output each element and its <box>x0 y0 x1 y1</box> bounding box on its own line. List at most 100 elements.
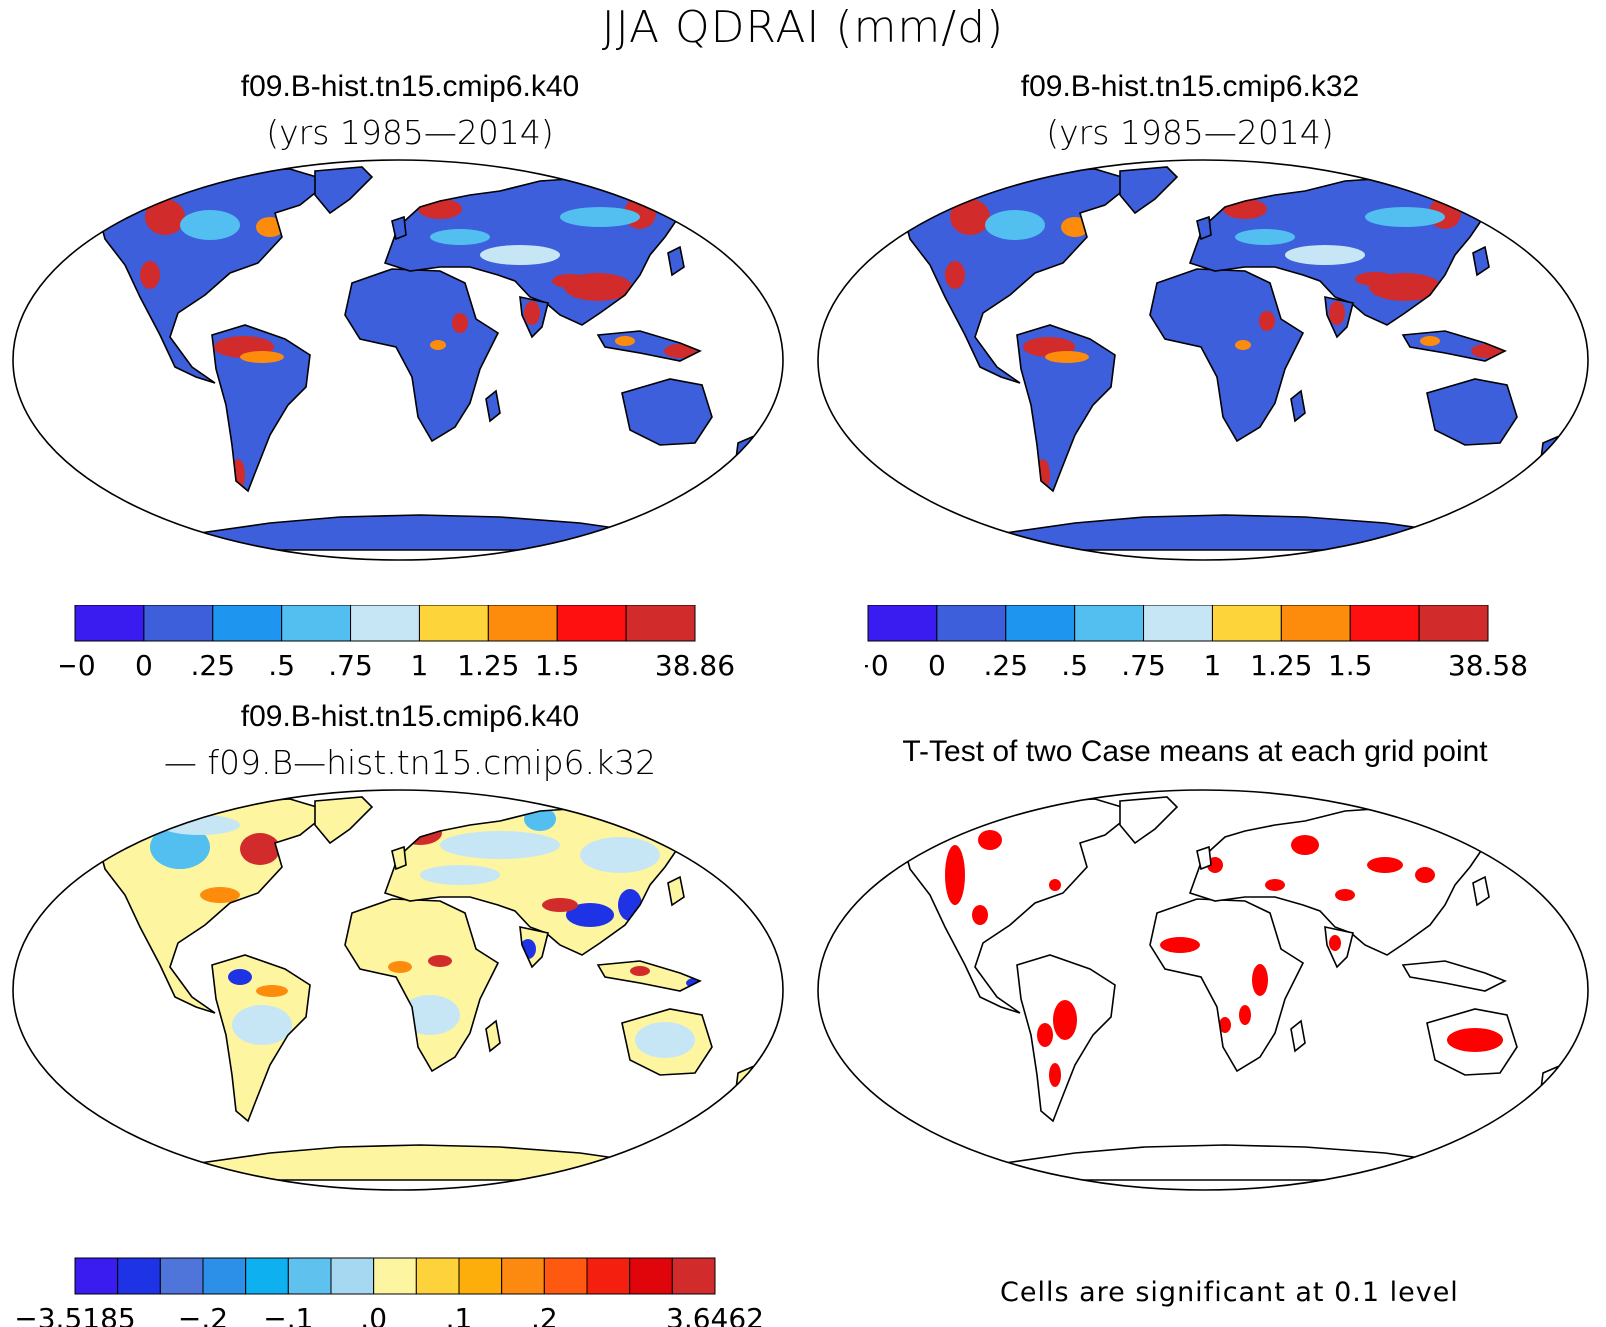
southAmerica-coastline <box>1016 324 1116 493</box>
colorbar-swatch <box>501 1257 545 1295</box>
shaded-region <box>232 1005 292 1045</box>
britain-coastline <box>391 845 407 871</box>
map-border <box>817 159 1589 561</box>
indonesia-coastline <box>596 960 702 992</box>
colorbar-swatch <box>1074 605 1145 642</box>
greenland-coastline <box>314 166 374 215</box>
panel-k32-title: f09.B-hist.tn15.cmip6.k32 <box>1020 70 1360 103</box>
colorbar-tick-label: 3.6462 <box>666 1302 764 1327</box>
colorbar-swatch <box>487 605 558 642</box>
madagascar-coastline <box>1290 389 1306 423</box>
shaded-region <box>430 229 490 245</box>
africa-coastline <box>1149 268 1305 443</box>
shaded-region <box>1365 207 1445 227</box>
japan-coastline <box>667 245 685 277</box>
shaded-region <box>240 351 284 363</box>
southAmerica-landmass <box>1017 325 1115 491</box>
shaded-region <box>1415 867 1435 883</box>
africa-coastline <box>1149 898 1305 1073</box>
shaded-region <box>1335 889 1355 901</box>
significance-footnote: Cells are significant at 0.1 level <box>1000 1277 1459 1308</box>
eurasia-landmass <box>1190 807 1505 955</box>
colorbar-tick-label: 1.25 <box>1250 649 1312 682</box>
shaded-region <box>428 955 452 967</box>
shaded-region <box>542 898 578 912</box>
australia-coastline <box>621 378 713 446</box>
panel-diff-subtitle: — f09.B—hist.tn15.cmip6.k32 <box>163 743 657 782</box>
australia-landmass <box>1427 379 1517 445</box>
colorbar-swatch <box>458 1257 503 1295</box>
shaded-region <box>180 210 240 240</box>
shaded-region <box>228 969 252 985</box>
japan-coastline <box>1472 875 1490 907</box>
madagascar-landmass <box>486 391 500 421</box>
colorbar-diff: −3.5185 −.2 −.1 .0 .1 .2 3.6462 <box>14 1257 764 1327</box>
map-panel-diff <box>12 789 784 1191</box>
shaded-region <box>1329 935 1341 951</box>
colorbar-tick-label: −3.5185 <box>14 1302 135 1327</box>
colorbar-tick-label: 0 <box>928 649 946 682</box>
india-coastline <box>519 925 549 969</box>
shaded-region <box>580 837 660 873</box>
colorbar-tick-label: 1 <box>411 649 429 682</box>
northAmerica-coastline <box>902 798 1137 1014</box>
colorbar-tick-label: 1.25 <box>457 649 519 682</box>
colorbar-swatch <box>212 605 283 642</box>
colorbar-swatch <box>281 605 352 642</box>
colorbar-tick-label: .75 <box>1121 649 1166 682</box>
colorbar-swatch <box>556 605 627 642</box>
colorbar-swatch <box>74 1257 119 1295</box>
australia-coastline <box>1426 1008 1518 1076</box>
japan-landmass <box>668 247 684 275</box>
indonesia-landmass <box>598 961 700 991</box>
greenland-landmass <box>1120 797 1177 843</box>
shaded-region <box>1235 229 1295 245</box>
colorbar-swatch <box>1005 605 1076 642</box>
colorbar-tick-label: .5 <box>268 649 295 682</box>
colorbar-tick-label: .2 <box>531 1302 558 1327</box>
shaded-region <box>1053 1000 1077 1040</box>
colorbar-swatch <box>936 605 1007 642</box>
eurasia-coastline <box>1188 806 1507 956</box>
colorbar-tick-label: .25 <box>984 649 1029 682</box>
shaded-region <box>945 845 965 905</box>
colorbar-swatch <box>1349 605 1420 642</box>
shaded-region <box>240 833 280 865</box>
africa-landmass <box>345 269 498 441</box>
colorbar-tick-label: .25 <box>191 649 236 682</box>
map-panel-ttest <box>817 789 1589 1191</box>
eurasia-coastline <box>383 806 702 956</box>
colorbar-swatch <box>117 1257 161 1295</box>
colorbar-swatch <box>586 1257 631 1295</box>
japan-landmass <box>1473 877 1489 905</box>
colorbar-tick-label: 0 <box>135 649 153 682</box>
madagascar-landmass <box>1291 1021 1305 1051</box>
shaded-region <box>972 905 988 925</box>
india-coastline <box>519 295 549 339</box>
shaded-region <box>388 961 412 973</box>
africa-coastline <box>344 898 500 1073</box>
shaded-region <box>552 274 588 288</box>
eurasia-coastline <box>1188 176 1507 326</box>
shaded-region <box>1049 1063 1061 1087</box>
northAmerica-coastline <box>902 168 1137 384</box>
shaded-region <box>452 313 468 333</box>
shaded-region <box>1285 245 1365 265</box>
colorbar-tick-label: −.2 <box>178 1302 228 1327</box>
eurasia-coastline <box>383 176 702 326</box>
indonesia-coastline <box>1401 960 1507 992</box>
shaded-region <box>420 865 500 885</box>
india-coastline <box>1324 925 1354 969</box>
colorbar-swatch <box>1280 605 1351 642</box>
madagascar-landmass <box>486 1021 500 1051</box>
greenland-coastline <box>314 796 374 845</box>
colorbar-tick-label: .5 <box>1061 649 1088 682</box>
colorbar-swatch <box>74 605 145 642</box>
colorbar-swatch <box>202 1257 247 1295</box>
britain-coastline <box>391 215 407 241</box>
colorbar-swatch <box>867 605 938 642</box>
colorbar-tick-label: −.1 <box>263 1302 313 1327</box>
australia-coastline <box>1426 378 1518 446</box>
southAmerica-coastline <box>1016 954 1116 1123</box>
panel-diff-title: f09.B-hist.tn15.cmip6.k40 <box>240 700 580 733</box>
